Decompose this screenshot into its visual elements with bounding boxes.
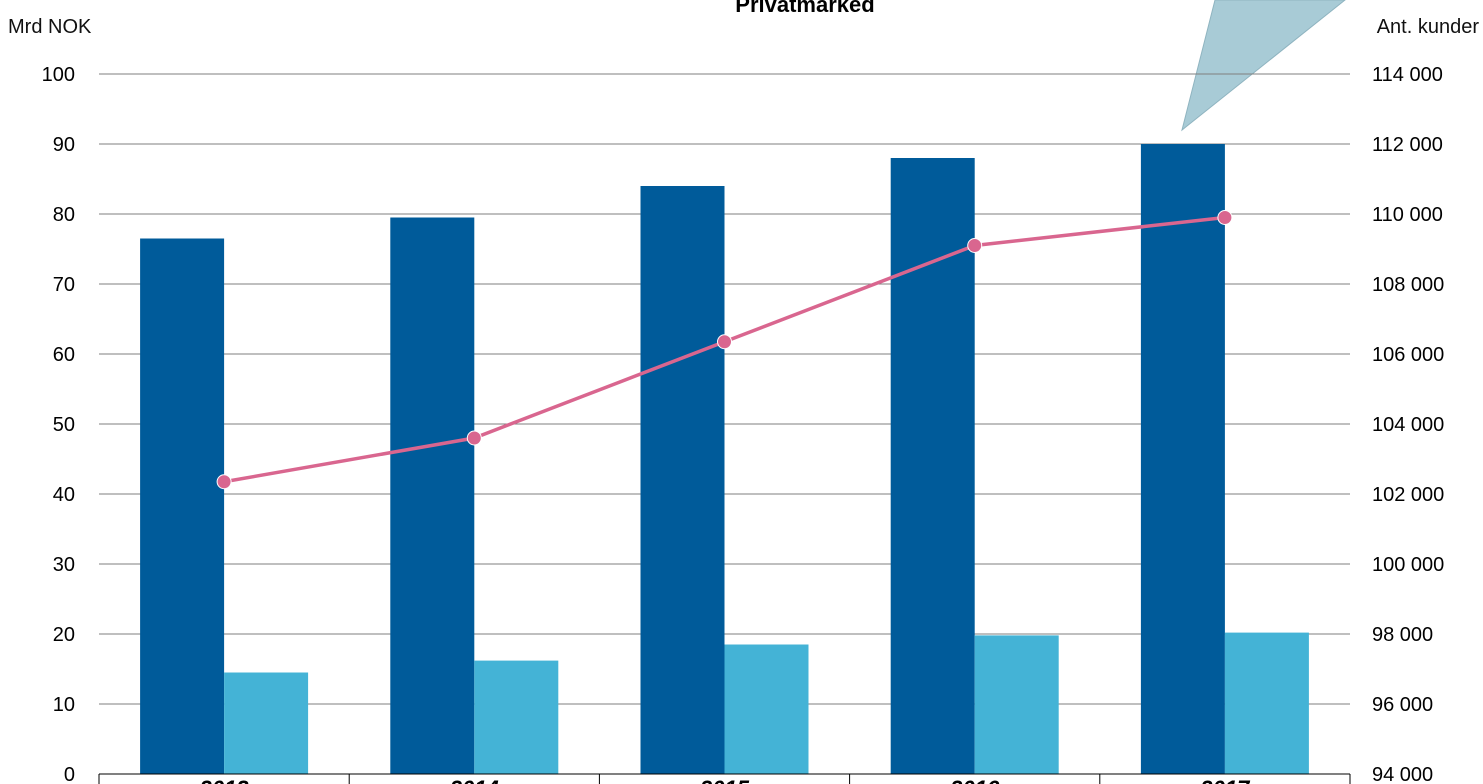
- x-tick-label: 2017: [1199, 776, 1251, 784]
- bar-series-2: [474, 660, 559, 774]
- y-axis-label-right: Ant. kunder: [1376, 16, 1479, 38]
- bar-series-1: [390, 217, 475, 774]
- bar-series-2: [1224, 632, 1309, 774]
- y-tick-label-left: 40: [53, 484, 75, 506]
- bar-series-2: [974, 635, 1059, 774]
- y-tick-label-right: 114 000: [1372, 64, 1443, 86]
- x-tick-label: 2013: [199, 776, 249, 784]
- chart-title: Privatmarked: [735, 0, 875, 17]
- y-tick-label-right: 98 000: [1372, 624, 1433, 646]
- bar-series-2: [724, 644, 809, 774]
- bar-series-1: [640, 186, 725, 774]
- y-tick-label-right: 110 000: [1372, 204, 1443, 226]
- x-tick-label: 2016: [949, 776, 1000, 784]
- y-axis-label-left: Mrd NOK: [8, 16, 92, 38]
- y-tick-label-right: 94 000: [1372, 764, 1433, 784]
- y-tick-label-right: 112 000: [1372, 134, 1443, 156]
- line-point: [466, 430, 482, 446]
- x-tick-label: 2014: [449, 776, 499, 784]
- y-tick-label-right: 102 000: [1372, 484, 1444, 506]
- y-tick-label-right: 104 000: [1372, 414, 1444, 436]
- y-tick-label-left: 80: [53, 204, 75, 226]
- y-tick-label-left: 0: [64, 764, 75, 784]
- x-tick-label: 2015: [699, 776, 750, 784]
- line-point: [216, 474, 232, 490]
- line-point: [1217, 210, 1233, 225]
- y-tick-label-left: 20: [53, 624, 75, 646]
- y-tick-label-left: 60: [53, 344, 75, 366]
- line-point: [967, 238, 983, 253]
- callout-shape: [1181, 0, 1346, 132]
- line-point: [717, 334, 732, 350]
- bar-series-2: [224, 672, 309, 774]
- y-tick-label-left: 70: [53, 274, 75, 296]
- bar-series-1: [1140, 144, 1225, 774]
- y-tick-label-left: 30: [53, 554, 75, 576]
- y-tick-label-left: 50: [53, 414, 75, 436]
- bar-series-1: [140, 238, 225, 774]
- y-tick-label-right: 96 000: [1372, 694, 1433, 716]
- y-tick-label-right: 106 000: [1372, 344, 1444, 366]
- y-tick-label-left: 100: [42, 64, 75, 86]
- y-tick-label-right: 108 000: [1372, 274, 1444, 296]
- y-tick-label-left: 10: [53, 694, 75, 716]
- y-tick-label-right: 100 000: [1372, 554, 1444, 576]
- y-tick-label-left: 90: [53, 134, 75, 156]
